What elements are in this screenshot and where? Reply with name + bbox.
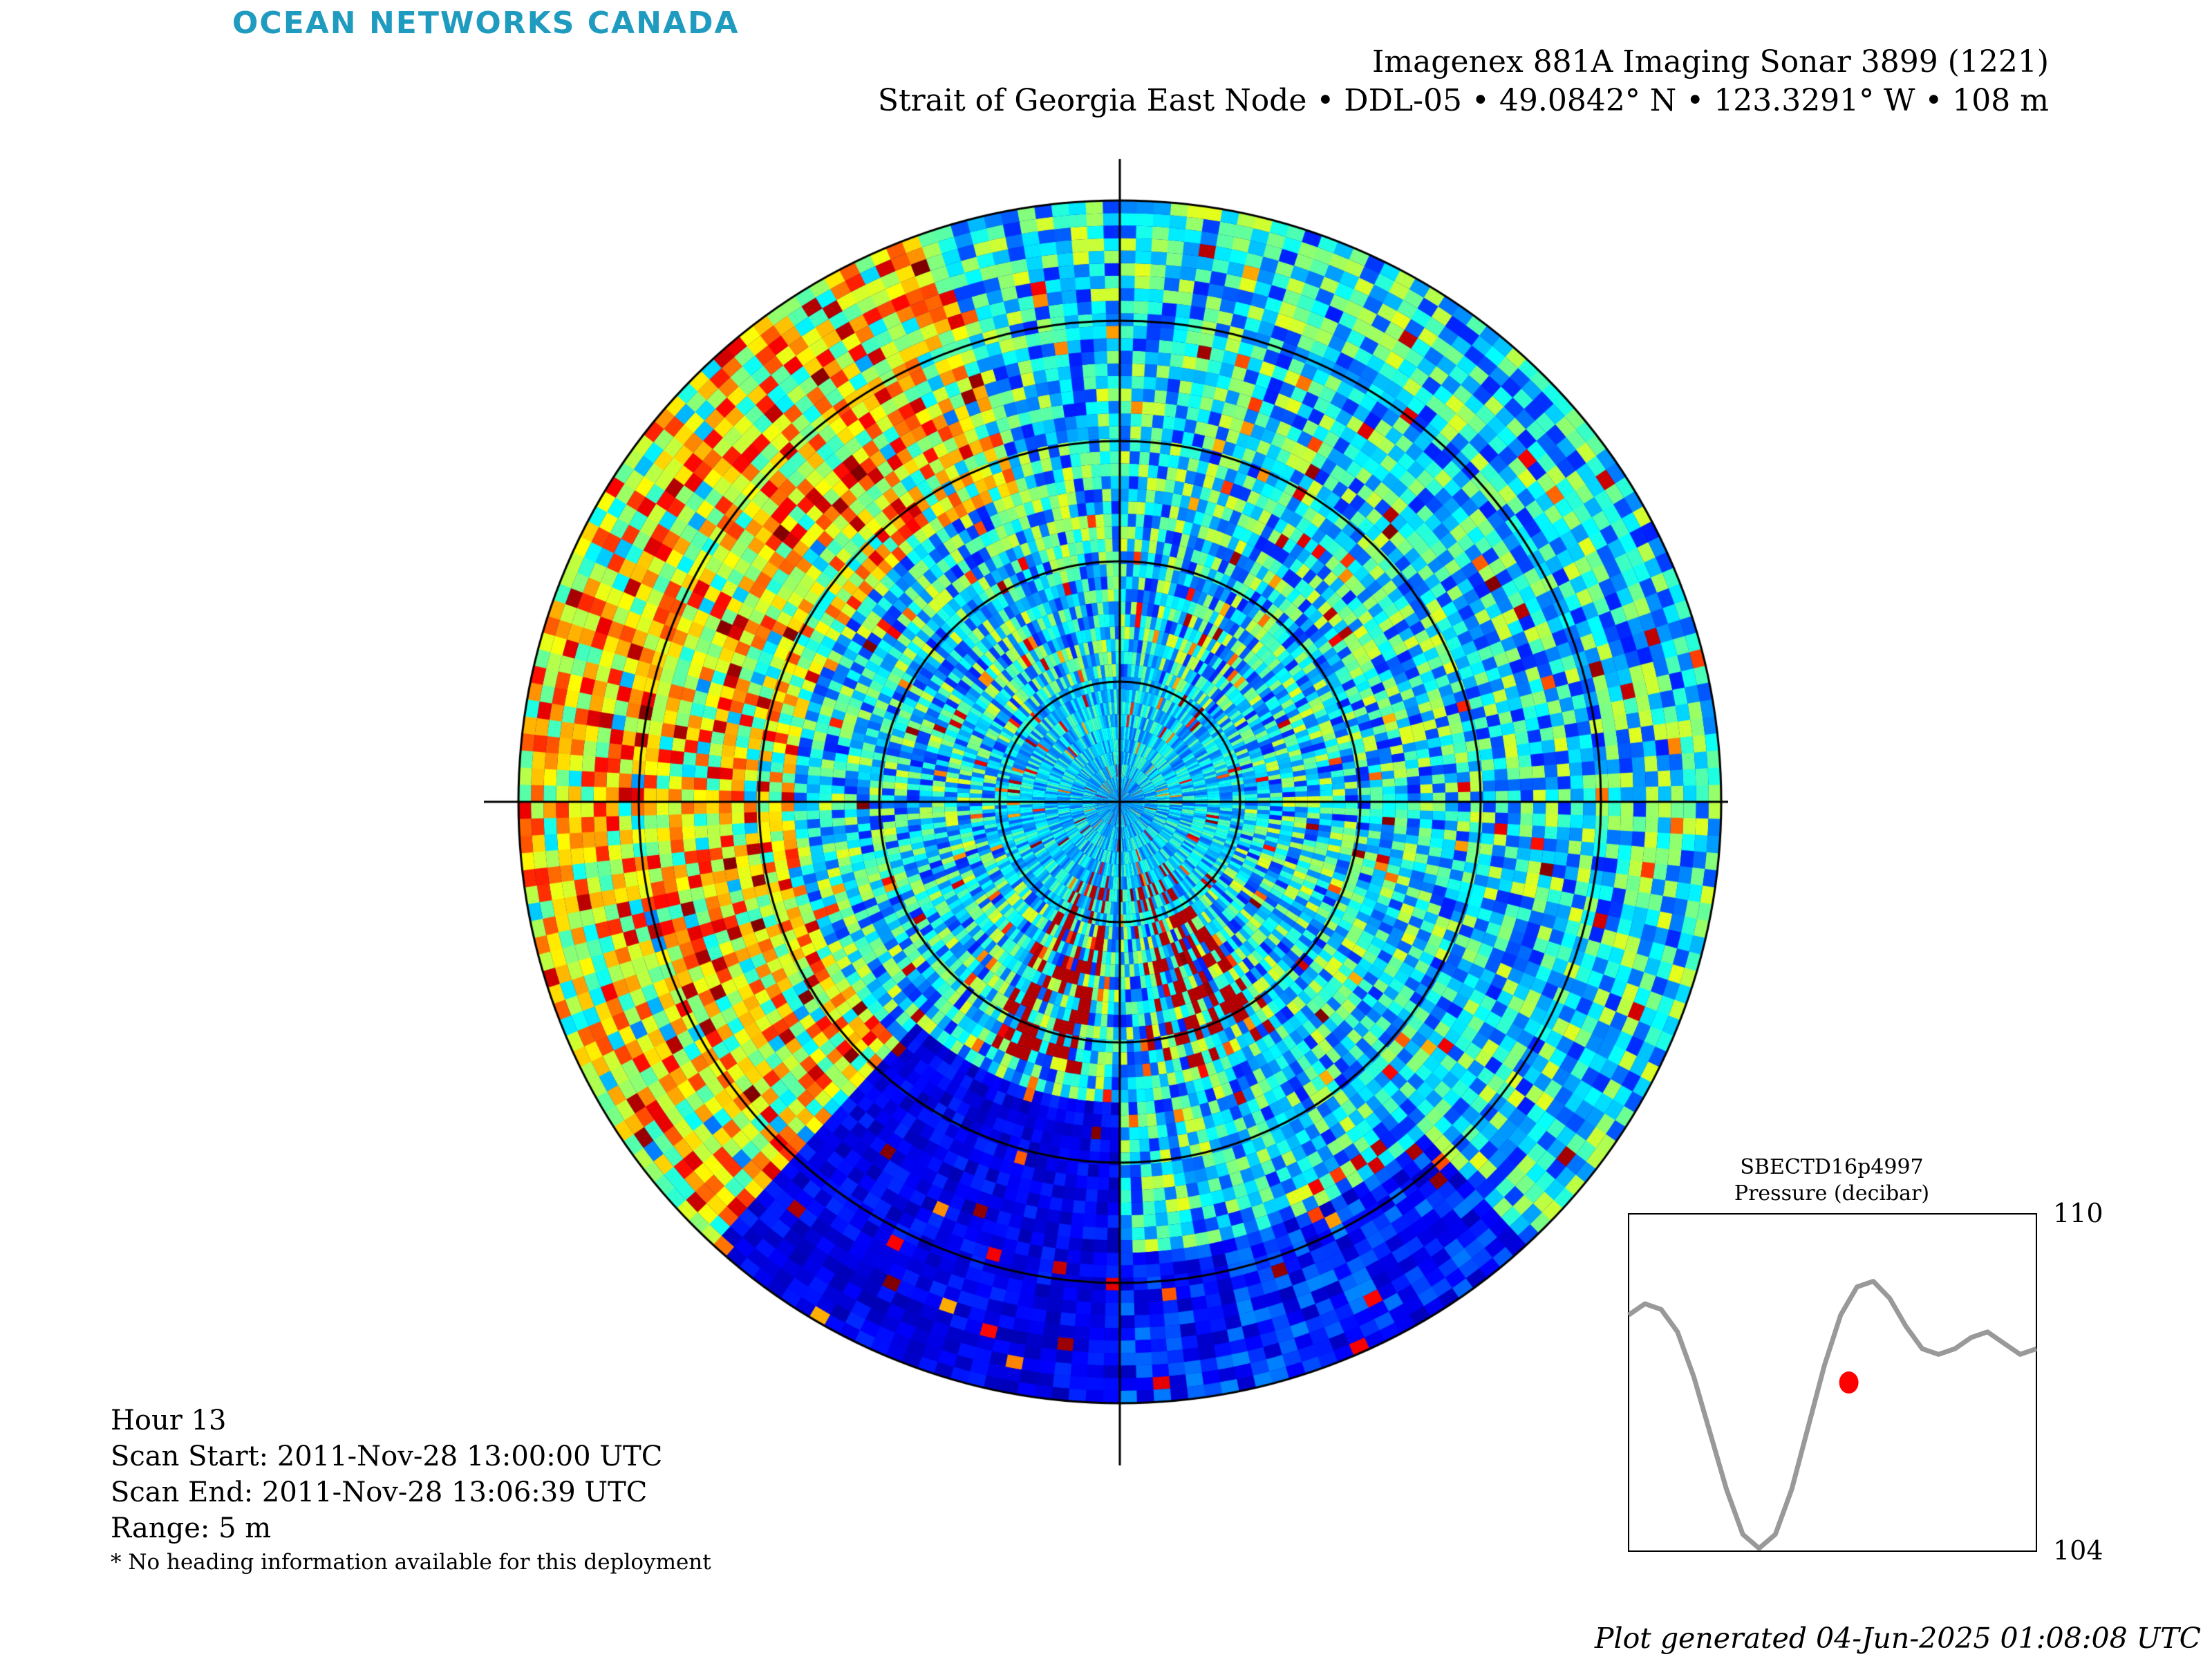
inset-plot-area [1627, 1279, 2038, 1551]
inset-title: SBECTD16p4997 [1740, 1155, 1923, 1179]
chart-title: Imagenex 881A Imaging Sonar 3899 (1221) [1371, 44, 2049, 79]
plot-generated-timestamp: Plot generated 04-Jun-2025 01:08:08 UTC [1594, 1622, 2201, 1655]
scan-start-label: Scan Start: 2011-Nov-28 13:00:00 UTC [111, 1441, 663, 1472]
inset-ytick-top: 110 [2053, 1198, 2103, 1228]
inset-ytick-bottom: 104 [2053, 1535, 2103, 1566]
ocean-networks-canada-logo: OCEAN NETWORKS CANADA [232, 6, 740, 41]
chart-subtitle: Strait of Georgia East Node • DDL-05 • 4… [877, 83, 2049, 118]
hour-label: Hour 13 [111, 1405, 227, 1436]
heading-note: * No heading information available for t… [111, 1550, 711, 1575]
sonar-polar-heatmap [484, 124, 1728, 1479]
pressure-series-line [1627, 1279, 2038, 1551]
pressure-inset-chart: SBECTD16p4997 Pressure (decibar) 110 104 [1627, 1155, 2103, 1566]
scan-end-label: Scan End: 2011-Nov-28 13:06:39 UTC [111, 1477, 648, 1508]
inset-subtitle: Pressure (decibar) [1734, 1181, 1929, 1206]
inset-frame [1628, 1213, 2037, 1552]
current-time-marker [1839, 1371, 1859, 1394]
range-label: Range: 5 m [111, 1512, 272, 1544]
